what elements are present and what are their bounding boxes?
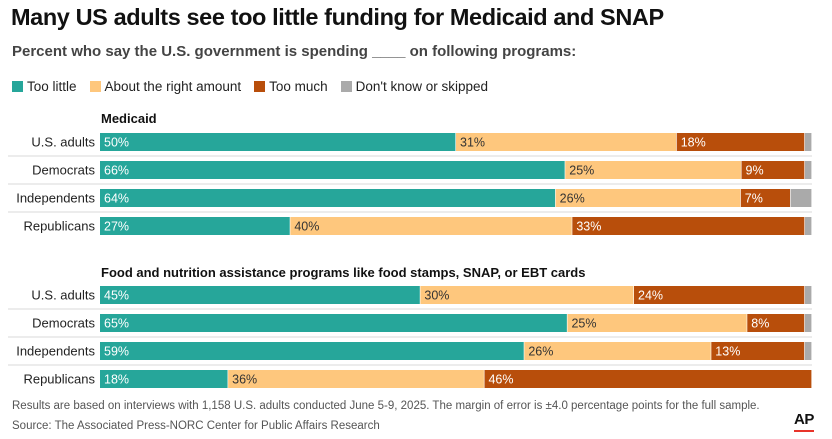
data-label-snap-u-s-adults-about-right: 30% xyxy=(424,289,449,303)
legend-swatch-dont-know xyxy=(340,81,352,92)
bar-snap-u-s-adults-about-right xyxy=(420,286,634,304)
bar-snap-democrats-too-little xyxy=(100,314,567,332)
data-label-snap-republicans-about-right: 36% xyxy=(232,373,257,387)
footer-source: Source: The Associated Press-NORC Center… xyxy=(12,420,380,432)
data-label-snap-u-s-adults-too-little: 45% xyxy=(104,289,129,303)
bar-snap-republicans-too-little xyxy=(100,370,228,388)
bar-medicaid-independents-dont-know xyxy=(790,189,812,207)
data-label-snap-independents-too-much: 13% xyxy=(715,345,740,359)
bar-snap-democrats-dont-know xyxy=(804,314,812,332)
group-heading-medicaid: Medicaid xyxy=(101,111,157,126)
bar-snap-independents-about-right xyxy=(524,342,711,360)
legend-item-too-little: Too little xyxy=(12,79,77,94)
bar-medicaid-independents-about-right xyxy=(555,189,741,207)
bar-snap-u-s-adults-too-much xyxy=(634,286,805,304)
legend-swatch-too-little xyxy=(12,81,23,92)
data-label-snap-republicans-too-much: 46% xyxy=(488,373,513,387)
bar-snap-independents-dont-know xyxy=(804,342,812,360)
legend-item-too-much: Too much xyxy=(254,79,328,94)
data-label-medicaid-u-s-adults-about-right: 31% xyxy=(460,136,485,150)
bar-snap-independents-too-much xyxy=(711,342,805,360)
data-label-snap-u-s-adults-too-much: 24% xyxy=(638,289,663,303)
data-label-snap-democrats-too-little: 65% xyxy=(104,317,129,331)
row-label-snap-republicans: Republicans xyxy=(23,372,95,387)
ap-logo: AP xyxy=(794,411,814,428)
bar-medicaid-u-s-adults-too-little xyxy=(100,133,456,151)
data-label-snap-independents-too-little: 59% xyxy=(104,345,129,359)
bar-snap-democrats-too-much xyxy=(747,314,805,332)
bar-medicaid-u-s-adults-about-right xyxy=(456,133,677,151)
legend-swatch-about-right xyxy=(89,81,101,92)
row-label-medicaid-democrats: Democrats xyxy=(32,163,95,178)
footer-note: Results are based on interviews with 1,1… xyxy=(12,400,760,412)
row-label-snap-democrats: Democrats xyxy=(32,316,95,331)
group-heading-snap: Food and nutrition assistance programs l… xyxy=(101,265,585,280)
bar-snap-republicans-about-right xyxy=(228,370,484,388)
bar-snap-democrats-about-right xyxy=(567,314,747,332)
data-label-medicaid-u-s-adults-too-much: 18% xyxy=(681,136,706,150)
data-label-snap-independents-about-right: 26% xyxy=(528,345,553,359)
data-label-snap-republicans-too-little: 18% xyxy=(104,373,129,387)
ap-logo-underline xyxy=(794,430,814,432)
legend-label-too-much: Too much xyxy=(269,79,328,94)
bar-medicaid-democrats-about-right xyxy=(565,161,741,179)
bar-medicaid-democrats-dont-know xyxy=(804,161,812,179)
legend-label-dont-know: Don't know or skipped xyxy=(355,79,489,94)
bar-medicaid-independents-too-much xyxy=(740,189,791,207)
data-label-medicaid-republicans-about-right: 40% xyxy=(294,220,319,234)
bar-medicaid-republicans-too-much xyxy=(572,217,805,235)
data-label-medicaid-independents-too-much: 7% xyxy=(745,192,763,206)
bar-medicaid-republicans-dont-know xyxy=(804,217,812,235)
row-label-medicaid-republicans: Republicans xyxy=(23,219,95,234)
stacked-bar-chart: Medicaid U.S. adults 50% 31% 18% Democrats 66%… xyxy=(8,111,812,388)
legend: Too little About the right amount Too mu… xyxy=(12,79,501,94)
bar-medicaid-democrats-too-little xyxy=(100,161,565,179)
bar-snap-u-s-adults-dont-know xyxy=(804,286,812,304)
bar-medicaid-u-s-adults-too-much xyxy=(676,133,805,151)
chart-subtitle: Percent who say the U.S. government is s… xyxy=(12,43,577,60)
legend-swatch-too-much xyxy=(254,81,266,92)
bar-medicaid-independents-too-little xyxy=(100,189,556,207)
bar-medicaid-republicans-too-little xyxy=(100,217,290,235)
data-label-medicaid-democrats-about-right: 25% xyxy=(569,164,594,178)
row-label-medicaid-independents: Independents xyxy=(16,191,95,206)
data-label-medicaid-independents-about-right: 26% xyxy=(560,192,585,206)
bar-medicaid-democrats-too-much xyxy=(741,161,805,179)
data-label-snap-democrats-too-much: 8% xyxy=(751,317,769,331)
data-label-medicaid-u-s-adults-too-little: 50% xyxy=(104,136,129,150)
row-label-snap-u-s-adults: U.S. adults xyxy=(31,288,95,303)
data-label-snap-democrats-about-right: 25% xyxy=(571,317,596,331)
legend-label-too-little: Too little xyxy=(27,79,77,94)
legend-label-about-right: About the right amount xyxy=(104,79,242,94)
bar-snap-u-s-adults-too-little xyxy=(100,286,420,304)
legend-item-dont-know: Don't know or skipped xyxy=(340,79,489,94)
legend-item-about-right: About the right amount xyxy=(89,79,242,94)
data-label-medicaid-democrats-too-much: 9% xyxy=(746,164,764,178)
data-label-medicaid-independents-too-little: 64% xyxy=(104,192,129,206)
bar-snap-independents-too-little xyxy=(100,342,524,360)
bar-medicaid-republicans-about-right xyxy=(290,217,572,235)
data-label-medicaid-republicans-too-little: 27% xyxy=(104,220,129,234)
bar-snap-republicans-too-much xyxy=(484,370,812,388)
row-label-medicaid-u-s-adults: U.S. adults xyxy=(31,135,95,150)
row-label-snap-independents: Independents xyxy=(16,344,95,359)
data-label-medicaid-democrats-too-little: 66% xyxy=(104,164,129,178)
data-label-medicaid-republicans-too-much: 33% xyxy=(576,220,601,234)
chart-title: Many US adults see too little funding fo… xyxy=(11,4,664,30)
bar-medicaid-u-s-adults-dont-know xyxy=(804,133,812,151)
